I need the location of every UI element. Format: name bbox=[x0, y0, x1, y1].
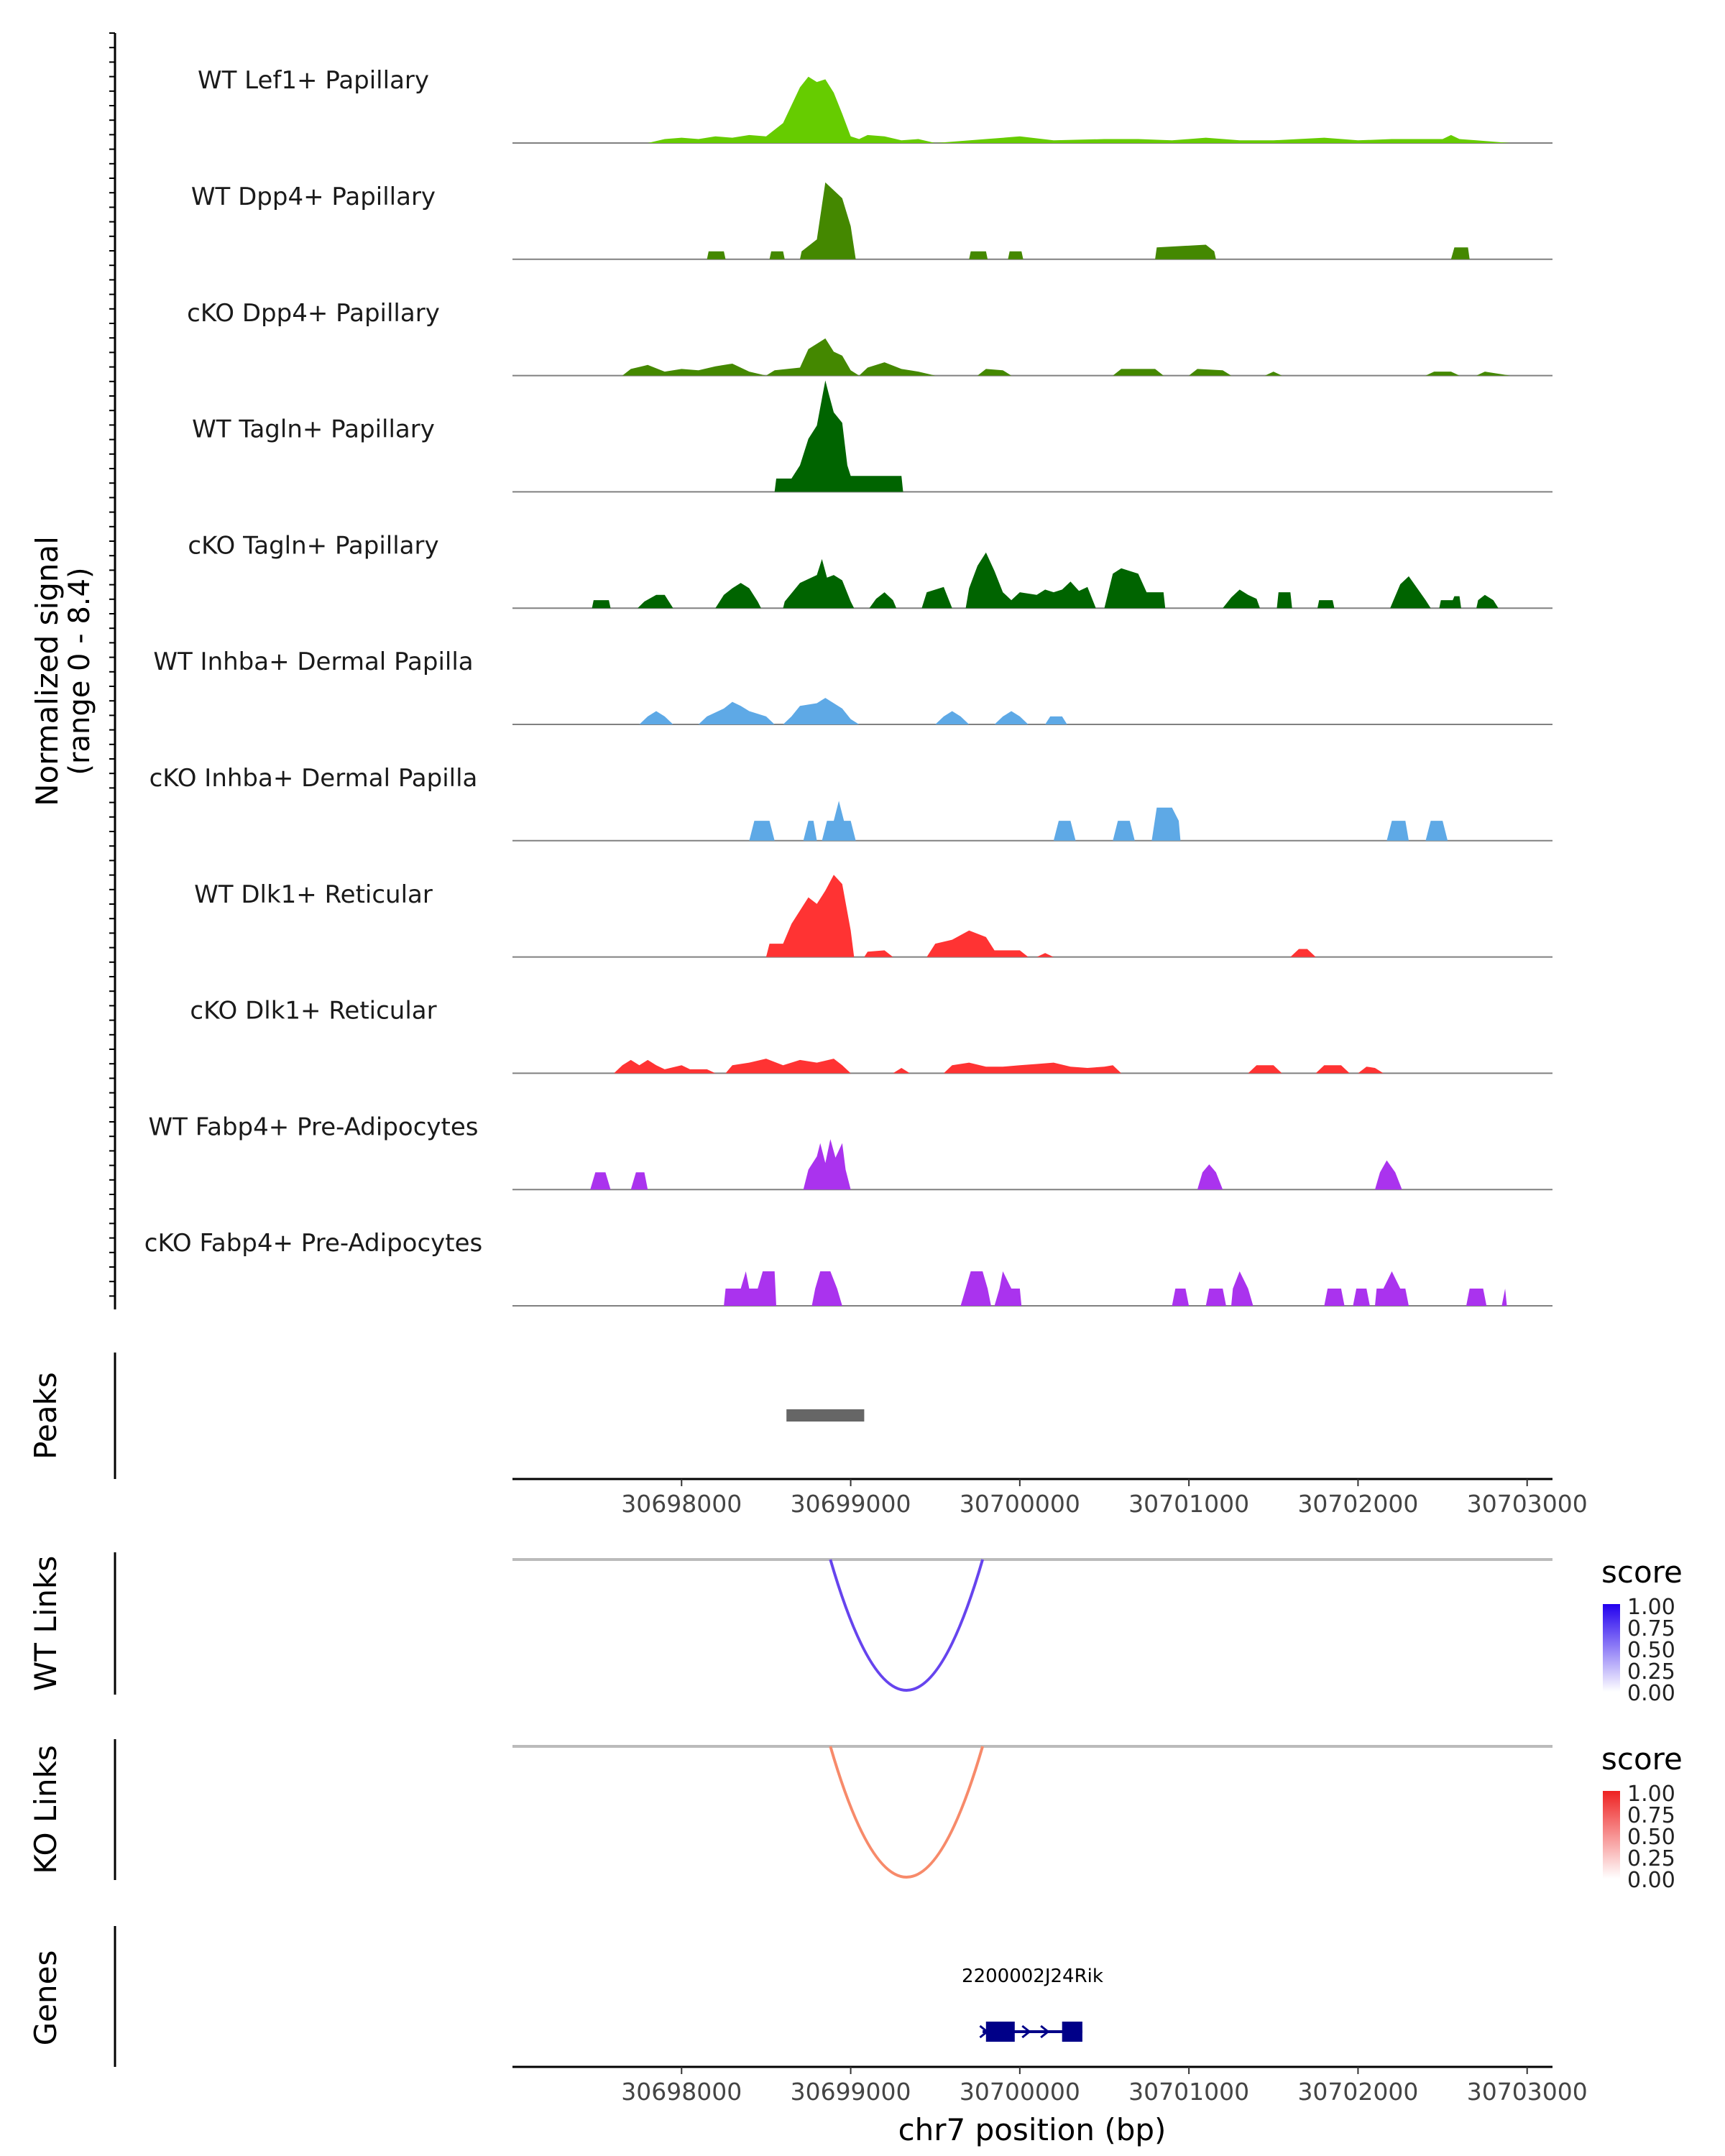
link-arc bbox=[829, 1559, 985, 1692]
legend-colorbar bbox=[1603, 1604, 1620, 1692]
legend-tick-label: 0.00 bbox=[1627, 1868, 1675, 1893]
track-4: cKO Tagln+ Papillary bbox=[188, 531, 1552, 609]
track-area bbox=[592, 552, 1499, 609]
strand-arrow-icon bbox=[1021, 2024, 1031, 2039]
coverage-panel: Normalized signal (range 0 - 8.4) WT Lef… bbox=[29, 32, 1552, 1309]
x-tick-label: 30702000 bbox=[1297, 1490, 1418, 1518]
genes-panel: Genes 2200002J24Rik 30698000 30699000 3070… bbox=[28, 1926, 1588, 2147]
peak-region bbox=[786, 1409, 865, 1422]
track-area bbox=[622, 338, 1511, 376]
x-axis-title: chr7 position (bp) bbox=[898, 2112, 1167, 2147]
track-label: WT Tagln+ Papillary bbox=[192, 415, 435, 444]
x-tick-label: 30702000 bbox=[1297, 2078, 1418, 2106]
links-panel-0: WT Links score 1.000.750.500.250.00 bbox=[28, 1552, 1683, 1706]
legend-tick-label: 0.25 bbox=[1627, 1846, 1675, 1871]
track-6: cKO Inhba+ Dermal Papilla bbox=[150, 764, 1552, 842]
score-legend: score 1.000.750.500.250.00 bbox=[1601, 1741, 1683, 1893]
legend-tick-label: 0.75 bbox=[1627, 1803, 1675, 1828]
legend-tick-label: 0.50 bbox=[1627, 1638, 1675, 1663]
legend-title: score bbox=[1601, 1741, 1683, 1777]
coverage-y-ticks bbox=[109, 32, 115, 1297]
track-8: cKO Dlk1+ Reticular bbox=[190, 997, 1552, 1074]
track-2: cKO Dpp4+ Papillary bbox=[187, 299, 1552, 377]
peaks-marks bbox=[786, 1409, 865, 1422]
x-tick-label: 30699000 bbox=[791, 2078, 911, 2106]
track-label: WT Dlk1+ Reticular bbox=[194, 880, 433, 909]
x-tick-label: 30700000 bbox=[960, 1490, 1080, 1518]
legend-tick-label: 0.50 bbox=[1627, 1825, 1675, 1850]
track-area bbox=[749, 801, 1448, 841]
track-label: cKO Fabp4+ Pre-Adipocytes bbox=[144, 1229, 483, 1258]
track-9: WT Fabp4+ Pre-Adipocytes bbox=[149, 1112, 1552, 1191]
score-legend: score 1.000.750.500.250.00 bbox=[1601, 1554, 1683, 1706]
links-label: WT Links bbox=[28, 1556, 63, 1691]
track-label: WT Inhba+ Dermal Papilla bbox=[153, 648, 473, 676]
gene-label: 2200002J24Rik bbox=[962, 1966, 1103, 1987]
strand-arrow-icon bbox=[1040, 2024, 1050, 2039]
peaks-label: Peaks bbox=[28, 1372, 63, 1460]
track-7: WT Dlk1+ Reticular bbox=[194, 875, 1552, 958]
track-label: cKO Tagln+ Papillary bbox=[188, 531, 438, 560]
track-area bbox=[614, 1059, 1384, 1074]
link-arc bbox=[829, 1746, 985, 1879]
coverage-tracks: WT Lef1+ Papillary WT Dpp4+ Papillary cKO … bbox=[144, 66, 1552, 1307]
track-10: cKO Fabp4+ Pre-Adipocytes bbox=[144, 1229, 1552, 1307]
legend-tick-label: 0.00 bbox=[1627, 1681, 1675, 1706]
coverage-y-label: Normalized signal bbox=[29, 536, 65, 806]
gene-exon bbox=[985, 2022, 1015, 2042]
track-label: WT Fabp4+ Pre-Adipocytes bbox=[149, 1112, 479, 1141]
x-tick-label: 30701000 bbox=[1128, 2078, 1249, 2106]
peaks-x-axis: 30698000 30699000 30700000 30701000 30702000… bbox=[621, 1479, 1588, 1518]
coverage-y-range: (range 0 - 8.4) bbox=[63, 567, 96, 775]
genes-x-axis: 30698000 30699000 30700000 30701000 30702000… bbox=[621, 2067, 1588, 2106]
track-label: WT Dpp4+ Papillary bbox=[191, 183, 436, 211]
genes-label: Genes bbox=[28, 1950, 63, 2046]
x-tick-label: 30703000 bbox=[1467, 1490, 1588, 1518]
track-area bbox=[639, 698, 1067, 724]
strand-arrow-icon bbox=[979, 2024, 989, 2039]
legend-tick-label: 0.75 bbox=[1627, 1616, 1675, 1641]
track-area bbox=[724, 1271, 1507, 1306]
track-0: WT Lef1+ Papillary bbox=[198, 66, 1552, 144]
legend-tick-label: 1.00 bbox=[1627, 1595, 1675, 1620]
x-tick-label: 30699000 bbox=[791, 1490, 911, 1518]
gene-exon bbox=[1062, 2022, 1082, 2042]
links-label: KO Links bbox=[28, 1745, 63, 1874]
track-area bbox=[707, 182, 1470, 259]
x-tick-label: 30698000 bbox=[621, 1490, 742, 1518]
x-tick-label: 30700000 bbox=[960, 2078, 1080, 2106]
x-tick-label: 30701000 bbox=[1128, 1490, 1249, 1518]
track-area bbox=[765, 875, 1316, 957]
track-area bbox=[648, 76, 1511, 143]
track-label: WT Lef1+ Papillary bbox=[198, 66, 429, 95]
peaks-panel: Peaks 30698000 30699000 30700000 30701000 30… bbox=[28, 1353, 1588, 1518]
x-tick-label: 30698000 bbox=[621, 2078, 742, 2106]
track-area bbox=[774, 380, 903, 492]
links-panel-1: KO Links score 1.000.750.500.250.00 bbox=[28, 1739, 1683, 1893]
legend-tick-label: 0.25 bbox=[1627, 1659, 1675, 1685]
legend-colorbar bbox=[1603, 1791, 1620, 1879]
x-tick-label: 30703000 bbox=[1467, 2078, 1588, 2106]
track-label: cKO Dpp4+ Papillary bbox=[187, 299, 440, 328]
track-3: WT Tagln+ Papillary bbox=[192, 380, 1552, 493]
legend-title: score bbox=[1601, 1554, 1683, 1590]
track-area bbox=[590, 1139, 1402, 1190]
track-1: WT Dpp4+ Papillary bbox=[191, 182, 1552, 260]
legend-tick-label: 1.00 bbox=[1627, 1782, 1675, 1807]
gene-marks: 2200002J24Rik bbox=[962, 1966, 1103, 2042]
track-label: cKO Inhba+ Dermal Papilla bbox=[150, 764, 478, 793]
track-5: WT Inhba+ Dermal Papilla bbox=[153, 648, 1552, 725]
track-label: cKO Dlk1+ Reticular bbox=[190, 997, 436, 1026]
